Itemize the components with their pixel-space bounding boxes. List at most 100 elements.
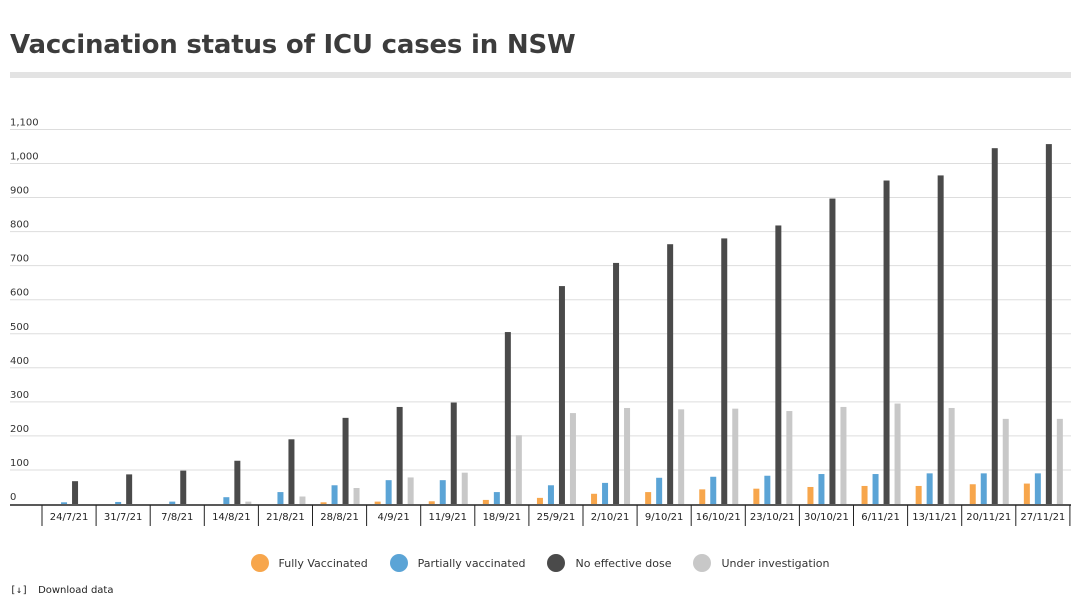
legend-swatch: [250, 554, 269, 572]
legend-item-under-investigation[interactable]: Under investigation: [693, 554, 829, 572]
x-tick-label: 13/11/21: [912, 512, 957, 523]
bar-under-investigation[interactable]: [569, 413, 576, 504]
bar-no-effective-dose[interactable]: [342, 417, 349, 504]
bar-no-effective-dose[interactable]: [613, 262, 620, 504]
bar-under-investigation[interactable]: [948, 407, 955, 504]
bar-partially-vaccinated[interactable]: [764, 475, 771, 504]
x-tick-label: 24/7/21: [50, 512, 89, 523]
bar-partially-vaccinated[interactable]: [385, 480, 392, 504]
x-tick-label: 9/10/21: [645, 512, 684, 523]
x-tick-label: 23/10/21: [750, 512, 795, 523]
bar-partially-vaccinated[interactable]: [223, 497, 230, 504]
bar-no-effective-dose[interactable]: [991, 148, 998, 505]
bar-no-effective-dose[interactable]: [721, 238, 728, 504]
bar-partially-vaccinated[interactable]: [872, 474, 879, 504]
bar-partially-vaccinated[interactable]: [331, 485, 338, 504]
bar-fully-vaccinated[interactable]: [753, 488, 760, 504]
x-tick-label: 18/9/21: [483, 512, 522, 523]
bar-partially-vaccinated[interactable]: [656, 477, 663, 504]
x-tick-label: 6/11/21: [861, 512, 900, 523]
bar-fully-vaccinated[interactable]: [374, 501, 381, 504]
bar-no-effective-dose[interactable]: [883, 180, 890, 504]
bar-fully-vaccinated[interactable]: [915, 485, 922, 504]
legend-item-partially-vaccinated[interactable]: Partially vaccinated: [389, 554, 525, 572]
legend-swatch: [547, 554, 566, 572]
legend-label: Under investigation: [721, 556, 830, 570]
bar-partially-vaccinated[interactable]: [710, 476, 717, 504]
bar-partially-vaccinated[interactable]: [547, 485, 554, 504]
y-tick-label: 900: [10, 186, 29, 197]
x-tick-label: 14/8/21: [212, 512, 251, 523]
x-tick-label: 11/9/21: [428, 512, 467, 523]
bar-fully-vaccinated[interactable]: [320, 502, 327, 504]
bar-under-investigation[interactable]: [1056, 418, 1063, 504]
bar-no-effective-dose[interactable]: [937, 175, 944, 505]
bar-no-effective-dose[interactable]: [775, 225, 782, 504]
y-axis-ticks: 0 100 200 300 400 500 600 700 800 900 1,000 1,100: [10, 117, 39, 503]
bar-no-effective-dose[interactable]: [667, 244, 674, 505]
bar-partially-vaccinated[interactable]: [602, 482, 609, 504]
bar-no-effective-dose[interactable]: [126, 474, 133, 504]
bar-partially-vaccinated[interactable]: [493, 492, 500, 504]
bar-partially-vaccinated[interactable]: [980, 473, 987, 504]
x-tick-label: 25/9/21: [537, 512, 576, 523]
bar-no-effective-dose[interactable]: [450, 402, 457, 504]
bar-no-effective-dose[interactable]: [504, 332, 511, 504]
bar-fully-vaccinated[interactable]: [482, 499, 489, 504]
bar-partially-vaccinated[interactable]: [818, 474, 825, 504]
bar-under-investigation[interactable]: [624, 407, 631, 504]
bar-fully-vaccinated[interactable]: [699, 489, 706, 504]
bar-under-investigation[interactable]: [732, 408, 739, 504]
bar-no-effective-dose[interactable]: [1045, 144, 1052, 505]
bar-partially-vaccinated[interactable]: [1034, 473, 1041, 504]
bar-partially-vaccinated[interactable]: [115, 501, 122, 504]
bar-no-effective-dose[interactable]: [72, 481, 79, 504]
bar-partially-vaccinated[interactable]: [926, 473, 933, 504]
bar-fully-vaccinated[interactable]: [536, 497, 543, 504]
bar-fully-vaccinated[interactable]: [807, 486, 814, 504]
y-tick-label: 400: [10, 356, 29, 367]
bar-fully-vaccinated[interactable]: [645, 492, 652, 504]
bar-partially-vaccinated[interactable]: [169, 501, 176, 504]
bar-under-investigation[interactable]: [299, 496, 306, 504]
y-tick-label: 1,000: [10, 152, 39, 163]
grid-lines: [10, 128, 1071, 471]
bar-fully-vaccinated[interactable]: [969, 484, 976, 504]
x-tick-label: 7/8/21: [161, 512, 193, 523]
y-tick-label: 600: [10, 288, 29, 299]
bar-partially-vaccinated[interactable]: [61, 502, 68, 504]
bar-no-effective-dose[interactable]: [234, 460, 241, 504]
x-tick-label: 4/9/21: [378, 512, 410, 523]
bar-under-investigation[interactable]: [407, 477, 414, 504]
bar-fully-vaccinated[interactable]: [428, 501, 435, 504]
legend-item-fully-vaccinated[interactable]: Fully Vaccinated: [250, 554, 368, 572]
bar-under-investigation[interactable]: [461, 472, 468, 504]
bar-partially-vaccinated[interactable]: [277, 492, 284, 504]
bar-under-investigation[interactable]: [786, 411, 793, 504]
bar-under-investigation[interactable]: [1002, 418, 1009, 504]
bar-no-effective-dose[interactable]: [180, 470, 187, 504]
bar-under-investigation[interactable]: [515, 435, 522, 504]
download-data-link[interactable]: [↓] Download data: [10, 585, 113, 596]
x-tick-label: 27/11/21: [1020, 512, 1065, 523]
bar-under-investigation[interactable]: [678, 409, 685, 504]
legend-label: Fully Vaccinated: [278, 556, 368, 570]
bar-no-effective-dose[interactable]: [558, 286, 565, 504]
bar-no-effective-dose[interactable]: [288, 439, 295, 504]
x-tick-label: 16/10/21: [696, 512, 741, 523]
x-tick-label: 31/7/21: [104, 512, 143, 523]
bar-no-effective-dose[interactable]: [396, 406, 403, 504]
legend-item-no-effective-dose[interactable]: No effective dose: [547, 554, 671, 572]
bar-fully-vaccinated[interactable]: [861, 485, 868, 504]
bar-partially-vaccinated[interactable]: [439, 480, 446, 504]
legend-label: No effective dose: [575, 556, 672, 570]
bar-under-investigation[interactable]: [840, 406, 847, 504]
bar-fully-vaccinated[interactable]: [1023, 483, 1030, 504]
bar-under-investigation[interactable]: [245, 501, 252, 504]
bar-no-effective-dose[interactable]: [829, 198, 836, 504]
bar-fully-vaccinated[interactable]: [591, 493, 598, 504]
bar-under-investigation[interactable]: [353, 487, 360, 504]
bar-under-investigation[interactable]: [894, 403, 901, 504]
legend: Fully Vaccinated Partially vaccinated No e…: [0, 554, 1080, 572]
x-tick-label: 2/10/21: [591, 512, 630, 523]
